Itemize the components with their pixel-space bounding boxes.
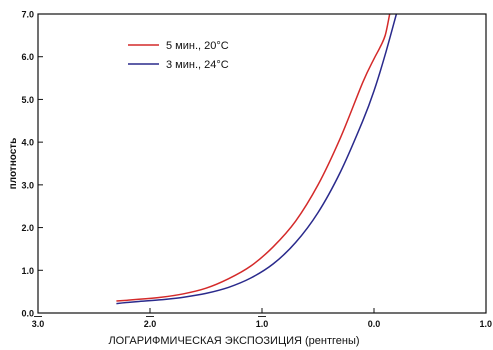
y-axis-label: плотность — [8, 138, 19, 190]
y-axis: 0.0 1.0 2.0 3.0 4.0 5.0 6.0 7.0 — [21, 10, 43, 319]
legend-label: 3 мин., 24°C — [166, 59, 229, 71]
x-tick-label: 2.0 — [144, 319, 157, 329]
y-tick-label: 2.0 — [21, 223, 34, 233]
x-axis-label: ЛОГАРИФМИЧЕСКАЯ ЭКСПОЗИЦИЯ (рентгены) — [108, 335, 359, 347]
x-tick-label: 1.0 — [256, 319, 269, 329]
y-tick-label: 3.0 — [21, 180, 34, 190]
legend-label: 5 мин., 20°C — [166, 40, 229, 52]
series-line-1 — [116, 14, 391, 302]
plot-lines — [116, 14, 398, 305]
x-tick-label: 1.0 — [479, 319, 492, 329]
y-tick-label: 7.0 — [21, 10, 34, 20]
series-line-2 — [116, 14, 398, 305]
y-tick-label: 1.0 — [21, 266, 34, 276]
y-tick-label: 4.0 — [21, 138, 34, 148]
x-axis: 3.0 2.0 1.0 0.0 1.0 — [32, 308, 492, 329]
x-tick-label: 3.0 — [32, 319, 45, 329]
plot-frame — [37, 13, 487, 314]
x-tick-label: 0.0 — [368, 319, 381, 329]
y-tick-label: 5.0 — [21, 95, 34, 105]
y-tick-label: 6.0 — [21, 52, 34, 62]
y-tick-label: 0.0 — [21, 309, 34, 319]
legend: 5 мин., 20°C 3 мин., 24°C — [128, 40, 229, 71]
